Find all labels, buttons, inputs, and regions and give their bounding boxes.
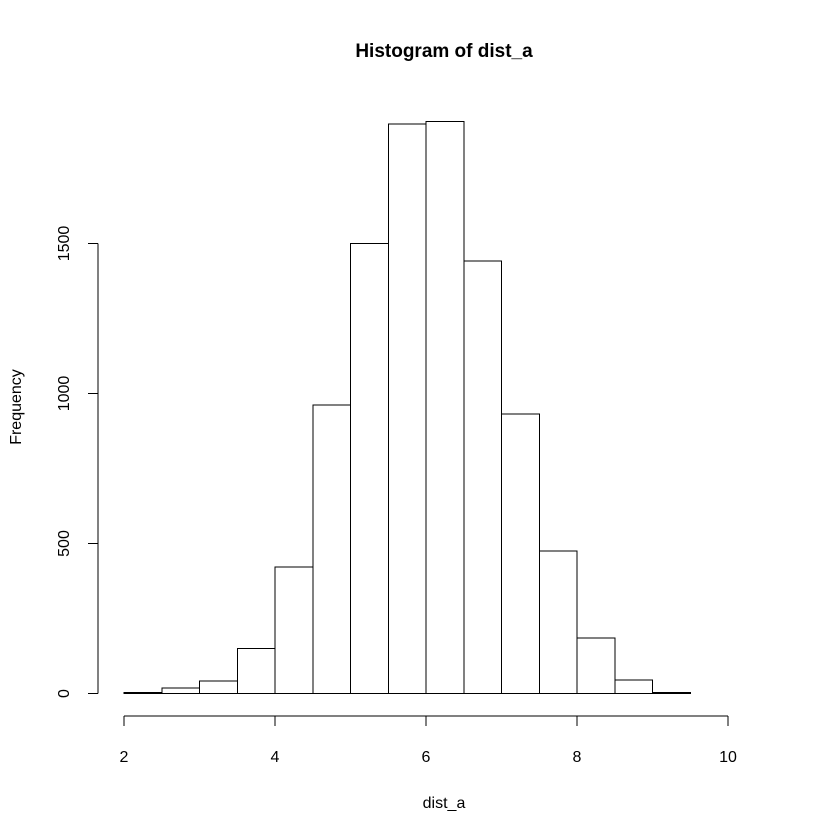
y-axis-label: Frequency bbox=[8, 369, 25, 445]
x-tick-label: 2 bbox=[120, 749, 129, 766]
x-axis: 2 4 6 8 10 bbox=[120, 715, 737, 766]
y-axis: 0 500 1000 1500 bbox=[56, 226, 99, 698]
histogram-bar bbox=[463, 260, 502, 694]
histogram-bar bbox=[274, 566, 314, 695]
histogram-bar bbox=[123, 692, 163, 694]
histogram-bar bbox=[312, 404, 351, 694]
histogram-bar bbox=[161, 687, 200, 694]
histogram-bar bbox=[501, 413, 540, 694]
x-tick-label: 10 bbox=[719, 749, 737, 766]
y-tick-label: 500 bbox=[56, 530, 73, 557]
histogram-bar bbox=[425, 121, 465, 694]
x-tick-label: 4 bbox=[271, 749, 280, 766]
y-tick-label: 1000 bbox=[56, 376, 73, 412]
x-tick-label: 8 bbox=[573, 749, 582, 766]
histogram-bar bbox=[576, 637, 616, 694]
histogram-bar bbox=[614, 679, 653, 694]
histogram-bar bbox=[350, 243, 389, 694]
x-tick-label: 6 bbox=[422, 749, 431, 766]
y-tick-label: 1500 bbox=[56, 226, 73, 262]
histogram-bar bbox=[199, 680, 238, 695]
y-tick-label: 0 bbox=[56, 689, 73, 698]
x-axis-label: dist_a bbox=[423, 795, 466, 812]
histogram-bar bbox=[652, 692, 691, 694]
bars bbox=[123, 121, 691, 695]
histogram-bar bbox=[538, 550, 578, 694]
histogram-bar bbox=[236, 648, 276, 694]
chart-title: Histogram of dist_a bbox=[355, 41, 533, 62]
histogram-bar bbox=[387, 123, 427, 695]
